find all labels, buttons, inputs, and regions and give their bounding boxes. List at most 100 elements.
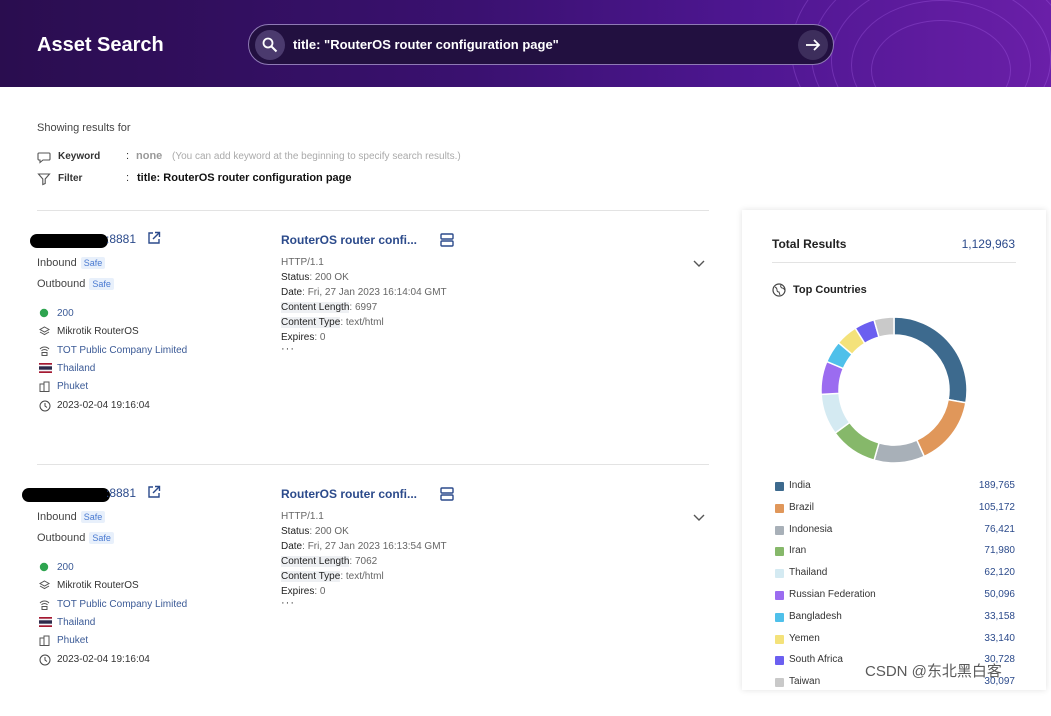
legend-country-name: Indonesia — [789, 523, 833, 535]
legend-swatch — [775, 547, 784, 557]
countries-donut-chart — [820, 316, 968, 464]
external-link-icon[interactable] — [147, 231, 161, 245]
legend-item[interactable]: India 189,765 — [775, 480, 1015, 494]
legend-swatch — [775, 612, 784, 622]
donut-slice-taiwan[interactable] — [873, 316, 895, 339]
status-code-link[interactable]: 200 — [57, 562, 74, 573]
inbound-row: Inbound Safe — [37, 257, 106, 269]
donut-slice-india[interactable] — [893, 316, 968, 404]
result-port-link[interactable]: :8881 — [106, 486, 137, 500]
http-header-key: Content Type — [281, 571, 341, 582]
http-header: Content Length: 6997 — [281, 302, 378, 313]
http-header-key: Content Length — [281, 556, 350, 567]
legend-item[interactable]: Yemen 33,140 — [775, 633, 1015, 647]
legend-country-value: 50,096 — [984, 589, 1015, 600]
http-header-key: Expires — [281, 332, 315, 343]
http-header-value: Fri, 27 Jan 2023 16:14:04 GMT — [307, 287, 447, 298]
result-port-link[interactable]: :8881 — [106, 232, 137, 246]
arrow-right-icon — [806, 39, 821, 51]
country-link[interactable]: Thailand — [57, 363, 96, 374]
result-card: :8881 Inbound Safe Outbound Safe 200 Mikro… — [0, 231, 720, 462]
more-button[interactable]: ··· — [281, 343, 295, 355]
http-header: Content Type: text/html — [281, 571, 384, 582]
date-value: 2023-02-04 19:16:04 — [57, 400, 150, 411]
outbound-row: Outbound Safe — [37, 278, 114, 290]
total-results-label: Total Results — [772, 237, 847, 251]
showing-results-label: Showing results for — [37, 122, 131, 134]
wifi-icon — [39, 346, 50, 356]
http-header: Date: Fri, 27 Jan 2023 16:14:04 GMT — [281, 287, 447, 298]
http-header-value: 0 — [319, 332, 326, 343]
filter-icon — [37, 173, 51, 186]
search-input[interactable] — [293, 37, 773, 52]
legend-country-name: Taiwan — [789, 676, 821, 688]
legend-item[interactable]: South Africa 30,728 — [775, 654, 1015, 668]
chevron-down-icon[interactable] — [692, 259, 706, 269]
status-badge: Safe — [89, 278, 114, 290]
http-header-value: 6997 — [354, 302, 378, 313]
status-badge: Safe — [80, 511, 106, 523]
http-header-value: 7062 — [354, 556, 378, 567]
divider — [37, 464, 709, 465]
legend-country-value: 189,765 — [978, 480, 1015, 491]
http-header-key: Expires — [281, 586, 315, 597]
submit-search-button[interactable] — [798, 30, 828, 60]
http-header-value: 0 — [319, 586, 326, 597]
clock-icon — [39, 400, 51, 412]
filter-colon: : — [126, 172, 130, 184]
page-title: Asset Search — [37, 34, 164, 56]
legend-country-name: Thailand — [789, 567, 828, 579]
legend-item[interactable]: Brazil 105,172 — [775, 502, 1015, 516]
donut-slice-indonesia[interactable] — [873, 439, 926, 464]
legend-swatch — [775, 482, 784, 491]
legend-item[interactable]: Bangladesh 33,158 — [775, 611, 1015, 625]
legend-item[interactable]: Iran 71,980 — [775, 545, 1015, 559]
result-title-link[interactable]: RouterOS router confi... — [281, 233, 418, 247]
keyword-label: Keyword — [58, 151, 101, 162]
city-link[interactable]: Phuket — [57, 635, 89, 646]
country-link[interactable]: Thailand — [57, 617, 96, 628]
organization-link[interactable]: TOT Public Company Limited — [57, 599, 188, 610]
legend-country-value: 33,140 — [984, 632, 1015, 644]
chevron-down-icon[interactable] — [692, 513, 706, 523]
legend-item[interactable]: Thailand 62,120 — [775, 567, 1015, 581]
http-header: Expires: 0 — [281, 332, 326, 343]
legend-country-name: Iran — [789, 545, 807, 557]
legend-country-value: 62,120 — [984, 567, 1015, 579]
organization-link[interactable]: TOT Public Company Limited — [57, 345, 188, 356]
legend-country-name: India — [789, 480, 811, 491]
server-icon[interactable] — [440, 487, 454, 501]
http-header-key: Status — [281, 526, 310, 537]
header-bar: Asset Search — [0, 0, 1051, 87]
layers-icon — [39, 326, 50, 336]
more-button[interactable]: ··· — [281, 597, 295, 609]
server-icon[interactable] — [440, 233, 454, 247]
search-icon[interactable] — [255, 30, 285, 60]
status-code-link[interactable]: 200 — [57, 308, 74, 319]
http-header: Expires: 0 — [281, 586, 326, 597]
keyword-value: none — [136, 150, 163, 162]
outbound-label: Outbound — [37, 278, 86, 290]
http-header-key: Date — [281, 541, 303, 552]
legend-item[interactable]: Taiwan 30,097 — [775, 676, 1015, 690]
http-header: Status: 200 OK — [281, 272, 349, 283]
donut-slice-brazil[interactable] — [915, 398, 967, 458]
http-header-value: 200 OK — [314, 272, 349, 283]
http-header-value: text/html — [345, 317, 384, 328]
http-version: HTTP/1.1 — [281, 257, 324, 268]
city-link[interactable]: Phuket — [57, 381, 89, 392]
date-value: 2023-02-04 19:16:04 — [57, 654, 150, 665]
total-results-value: 1,129,963 — [961, 237, 1015, 251]
legend-item[interactable]: Russian Federation 50,096 — [775, 589, 1015, 603]
keyword-colon: : — [126, 150, 130, 162]
legend-item[interactable]: Indonesia 76,421 — [775, 524, 1015, 538]
legend-swatch — [775, 525, 784, 535]
legend-swatch — [775, 591, 784, 600]
result-title-link[interactable]: RouterOS router confi... — [281, 487, 418, 501]
http-header-value: Fri, 27 Jan 2023 16:13:54 GMT — [307, 541, 447, 552]
product-value: Mikrotik RouterOS — [57, 580, 139, 591]
external-link-icon[interactable] — [147, 485, 161, 499]
globe-icon — [772, 283, 786, 297]
status-badge: Safe — [80, 257, 106, 269]
outbound-label: Outbound — [37, 532, 86, 544]
